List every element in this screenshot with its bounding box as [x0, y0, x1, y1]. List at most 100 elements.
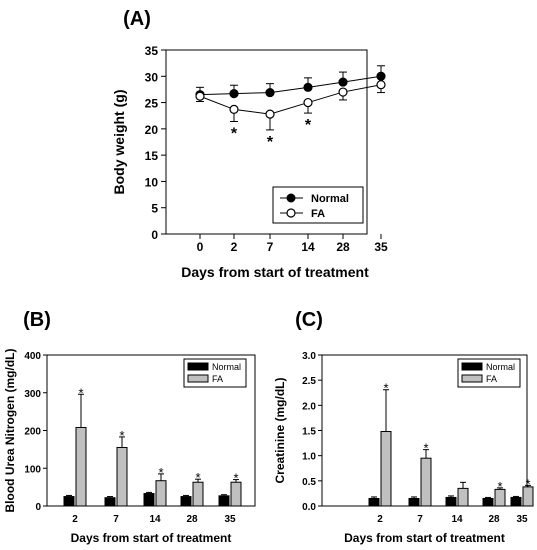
panel-a-plot-frame	[165, 49, 368, 235]
panel-a-y-tick-label: 0	[151, 228, 158, 242]
panel-c-significance-star: *	[423, 441, 428, 456]
panel-a-fa-point	[195, 91, 205, 101]
panel-a-normal-point	[376, 71, 386, 81]
panel-c-x-tick-label: 14	[451, 514, 463, 525]
panel-b-y-axis-title: Blood Urea Nitrogen (mg/dL)	[3, 349, 17, 513]
panel-b-x-tick-label: 2	[72, 514, 78, 525]
panel-c-fa-bar	[457, 487, 469, 507]
panel-b-normal-bar	[143, 493, 155, 507]
panel-a-significance-star: *	[231, 125, 238, 142]
panel-c-y-axis-title: Creatinine (mg/dL)	[273, 377, 287, 483]
panel-a-x-tick-label: 7	[267, 240, 274, 254]
panel-b-label: (B)	[23, 309, 51, 331]
panel-c-y-tick-label: 0.5	[302, 477, 316, 488]
panel-c-normal-bar	[510, 496, 522, 507]
panel-b-significance-star: *	[119, 428, 124, 443]
panel-b-x-tick-label: 35	[224, 514, 236, 525]
panel-a-y-tick-label: 5	[151, 202, 158, 216]
panel-a-x-tick-label: 0	[197, 240, 204, 254]
panel-c-y-tick-label: 0.0	[302, 502, 316, 513]
panel-b-x-tick-label: 14	[149, 514, 161, 525]
panel-a-normal-point	[265, 87, 275, 98]
panel-a-normal-point	[229, 89, 239, 99]
panel-b-significance-star: *	[78, 385, 83, 400]
panel-a-legend-fa-marker	[286, 208, 296, 218]
panel-a-y-tick-label: 25	[145, 97, 159, 111]
panel-c-legend-normal-swatch	[461, 362, 483, 371]
panel-c-x-tick-label: 2	[377, 514, 383, 525]
panel-a-normal-point	[338, 77, 348, 87]
panel-b-y-tick-label: 0	[35, 502, 41, 513]
panel-c-normal-bar	[408, 497, 420, 507]
panel-c-y-tick-label: 3.0	[302, 351, 316, 362]
panel-b-significance-star: *	[158, 465, 163, 480]
panel-b-fa-bar	[155, 480, 167, 507]
panel-b-y-tick-label: 400	[24, 351, 41, 362]
panel-a-label: (A)	[123, 8, 151, 30]
panel-b-y-tick-label: 300	[24, 389, 41, 400]
panel-b-x-axis-title: Days from start of treatment	[71, 531, 232, 545]
panel-b-normal-bar	[63, 496, 75, 507]
panel-a-significance-star: *	[267, 134, 274, 151]
panel-c-y-tick-label: 1.0	[302, 452, 316, 463]
panel-b-fa-bar	[75, 426, 87, 507]
panel-b-significance-star: *	[233, 471, 238, 486]
panel-c-significance-star: *	[383, 381, 388, 396]
panel-c-normal-bar	[482, 497, 494, 507]
panel-c-x-axis-title: Days from start of treatment	[344, 531, 505, 545]
panel-b-y-tick-label: 100	[24, 464, 41, 475]
panel-b-significance-star: *	[195, 470, 200, 485]
panel-a-y-tick-label: 15	[145, 149, 159, 163]
panel-c-legend-normal-label: Normal	[486, 362, 515, 372]
panel-a-y-tick-label: 20	[145, 123, 159, 137]
panel-a-significance-star: *	[305, 117, 312, 134]
panel-c-significance-star: *	[497, 479, 502, 494]
panel-a-x-tick-label: 28	[336, 240, 350, 254]
panel-a-y-axis-title: Body weight (g)	[111, 90, 127, 195]
panel-b-legend-normal-swatch	[187, 362, 209, 371]
panel-b-fa-bar	[116, 446, 128, 507]
panel-b-x-tick-label: 7	[113, 514, 119, 525]
panel-a-y-tick-label: 10	[145, 175, 159, 189]
panel-c-normal-bar	[445, 496, 457, 507]
panel-a-fa-point	[338, 87, 348, 97]
panel-b-normal-bar	[218, 495, 230, 507]
panel-b-x-tick-label: 28	[186, 514, 198, 525]
panel-a-x-axis-title: Days from start of treatment	[181, 264, 369, 280]
panel-a-fa-point	[229, 104, 239, 115]
panel-a-legend-normal-label: Normal	[311, 193, 349, 205]
panel-c-y-tick-label: 1.5	[302, 427, 316, 438]
panel-c-normal-bar	[368, 497, 380, 507]
panel-c-legend-fa-label: FA	[486, 374, 497, 384]
panel-a-legend	[272, 186, 364, 224]
panel-a-legend-normal-marker	[286, 193, 296, 203]
panel-b-normal-bar	[180, 496, 192, 507]
panel-a-x-tick-label: 35	[374, 240, 388, 254]
panel-c-legend-fa-swatch	[461, 374, 483, 383]
panel-a-y-tick-label: 30	[145, 70, 159, 84]
panel-a-x-tick-label: 14	[301, 240, 315, 254]
panel-a-series-fa-line	[199, 84, 382, 115]
panel-b-legend-fa-label: FA	[212, 374, 223, 384]
panel-c-fa-bar	[420, 457, 432, 507]
panel-a-fa-point	[303, 97, 313, 108]
panel-c-fa-bar	[380, 431, 392, 507]
panel-b-legend-normal-label: Normal	[212, 362, 241, 372]
panel-c-y-tick-label: 2.0	[302, 401, 316, 412]
panel-a-fa-point	[376, 80, 386, 90]
panel-a-fa-point	[265, 109, 275, 119]
panel-c-x-tick-label: 35	[516, 514, 528, 525]
panel-a-normal-point	[303, 82, 313, 92]
panel-b-fa-bar	[230, 481, 242, 507]
panel-b-fa-bar	[192, 481, 204, 507]
panel-c-label: (C)	[295, 309, 323, 331]
panel-c-y-tick-label: 2.5	[302, 376, 316, 387]
panel-b-legend-fa-swatch	[187, 374, 209, 383]
panel-a-legend-fa-label: FA	[311, 208, 325, 220]
panel-b-y-tick-label: 200	[24, 427, 41, 438]
panel-c-x-tick-label: 7	[417, 514, 423, 525]
panel-c-significance-star: *	[525, 476, 530, 491]
panel-b-normal-bar	[104, 497, 116, 507]
panel-a-series-normal-line	[199, 75, 382, 96]
